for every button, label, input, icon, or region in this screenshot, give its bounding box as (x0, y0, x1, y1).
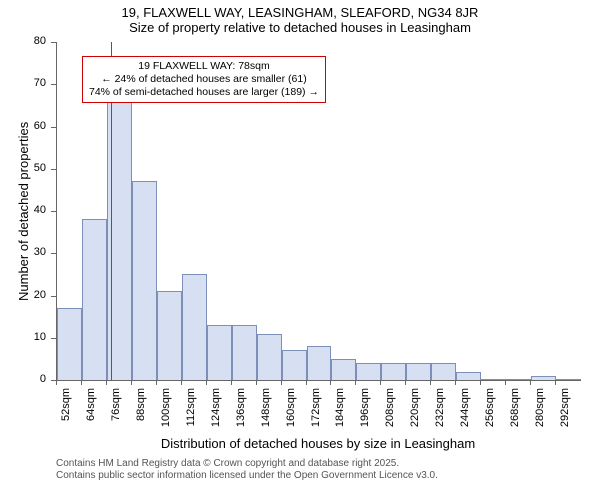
chart-title-1: 19, FLAXWELL WAY, LEASINGHAM, SLEAFORD, … (0, 0, 600, 20)
xtick-label: 100sqm (160, 388, 172, 438)
ytick-label: 80 (0, 35, 46, 47)
xtick-label: 268sqm (509, 388, 521, 438)
histogram-bar (481, 379, 506, 380)
xtick-label: 184sqm (334, 388, 346, 438)
ytick-mark (51, 169, 56, 170)
xtick-mark (306, 380, 307, 385)
annotation-box: 19 FLAXWELL WAY: 78sqm← 24% of detached … (82, 56, 326, 103)
histogram-bar (257, 334, 282, 380)
ytick-label: 30 (0, 246, 46, 258)
xtick-mark (530, 380, 531, 385)
xtick-mark (505, 380, 506, 385)
ytick-mark (51, 338, 56, 339)
histogram-bar (556, 379, 581, 380)
xtick-mark (281, 380, 282, 385)
ytick-label: 0 (0, 373, 46, 385)
xtick-label: 136sqm (235, 388, 247, 438)
ytick-mark (51, 253, 56, 254)
histogram-bar (207, 325, 232, 380)
ytick-mark (51, 296, 56, 297)
ytick-mark (51, 127, 56, 128)
ytick-label: 40 (0, 204, 46, 216)
xtick-label: 244sqm (459, 388, 471, 438)
footer-line-1: Contains HM Land Registry data © Crown c… (56, 458, 438, 470)
x-axis-label: Distribution of detached houses by size … (56, 436, 580, 451)
xtick-label: 88sqm (135, 388, 147, 438)
xtick-mark (355, 380, 356, 385)
ytick-label: 20 (0, 289, 46, 301)
histogram-bar (331, 359, 356, 380)
xtick-label: 172sqm (310, 388, 322, 438)
histogram-bar (456, 372, 481, 380)
xtick-label: 148sqm (260, 388, 272, 438)
ytick-mark (51, 211, 56, 212)
histogram-bar (531, 376, 556, 380)
xtick-label: 160sqm (285, 388, 297, 438)
xtick-mark (56, 380, 57, 385)
xtick-label: 64sqm (85, 388, 97, 438)
xtick-label: 208sqm (384, 388, 396, 438)
xtick-mark (380, 380, 381, 385)
xtick-mark (206, 380, 207, 385)
ytick-label: 70 (0, 77, 46, 89)
xtick-label: 124sqm (210, 388, 222, 438)
footer-line-2: Contains public sector information licen… (56, 470, 438, 482)
histogram-bar (406, 363, 431, 380)
ytick-label: 10 (0, 331, 46, 343)
xtick-mark (330, 380, 331, 385)
histogram-bar (82, 219, 107, 380)
ytick-label: 50 (0, 162, 46, 174)
xtick-mark (256, 380, 257, 385)
xtick-mark (480, 380, 481, 385)
xtick-label: 76sqm (110, 388, 122, 438)
histogram-bar (157, 291, 182, 380)
xtick-label: 220sqm (409, 388, 421, 438)
histogram-bar (356, 363, 381, 380)
xtick-mark (405, 380, 406, 385)
chart-title-2: Size of property relative to detached ho… (0, 20, 600, 35)
ytick-mark (51, 42, 56, 43)
annotation-line-3: 74% of semi-detached houses are larger (… (89, 86, 319, 99)
ytick-label: 60 (0, 120, 46, 132)
annotation-line-2: ← 24% of detached houses are smaller (61… (89, 73, 319, 86)
histogram-bar (431, 363, 456, 380)
xtick-label: 112sqm (185, 388, 197, 438)
xtick-mark (555, 380, 556, 385)
annotation-line-1: 19 FLAXWELL WAY: 78sqm (89, 60, 319, 73)
ytick-mark (51, 84, 56, 85)
xtick-label: 52sqm (60, 388, 72, 438)
xtick-label: 280sqm (534, 388, 546, 438)
histogram-bar (381, 363, 406, 380)
histogram-bar (307, 346, 332, 380)
xtick-mark (430, 380, 431, 385)
footer-credits: Contains HM Land Registry data © Crown c… (56, 458, 438, 482)
xtick-mark (455, 380, 456, 385)
histogram-bar (506, 379, 531, 380)
histogram-bar (182, 274, 207, 380)
xtick-mark (106, 380, 107, 385)
histogram-bar (232, 325, 257, 380)
histogram-bar (132, 181, 157, 380)
xtick-mark (156, 380, 157, 385)
xtick-mark (231, 380, 232, 385)
xtick-label: 292sqm (559, 388, 571, 438)
xtick-mark (131, 380, 132, 385)
xtick-label: 256sqm (484, 388, 496, 438)
histogram-bar (282, 350, 307, 380)
xtick-mark (81, 380, 82, 385)
xtick-label: 232sqm (434, 388, 446, 438)
xtick-label: 196sqm (359, 388, 371, 438)
histogram-bar (57, 308, 82, 380)
xtick-mark (181, 380, 182, 385)
